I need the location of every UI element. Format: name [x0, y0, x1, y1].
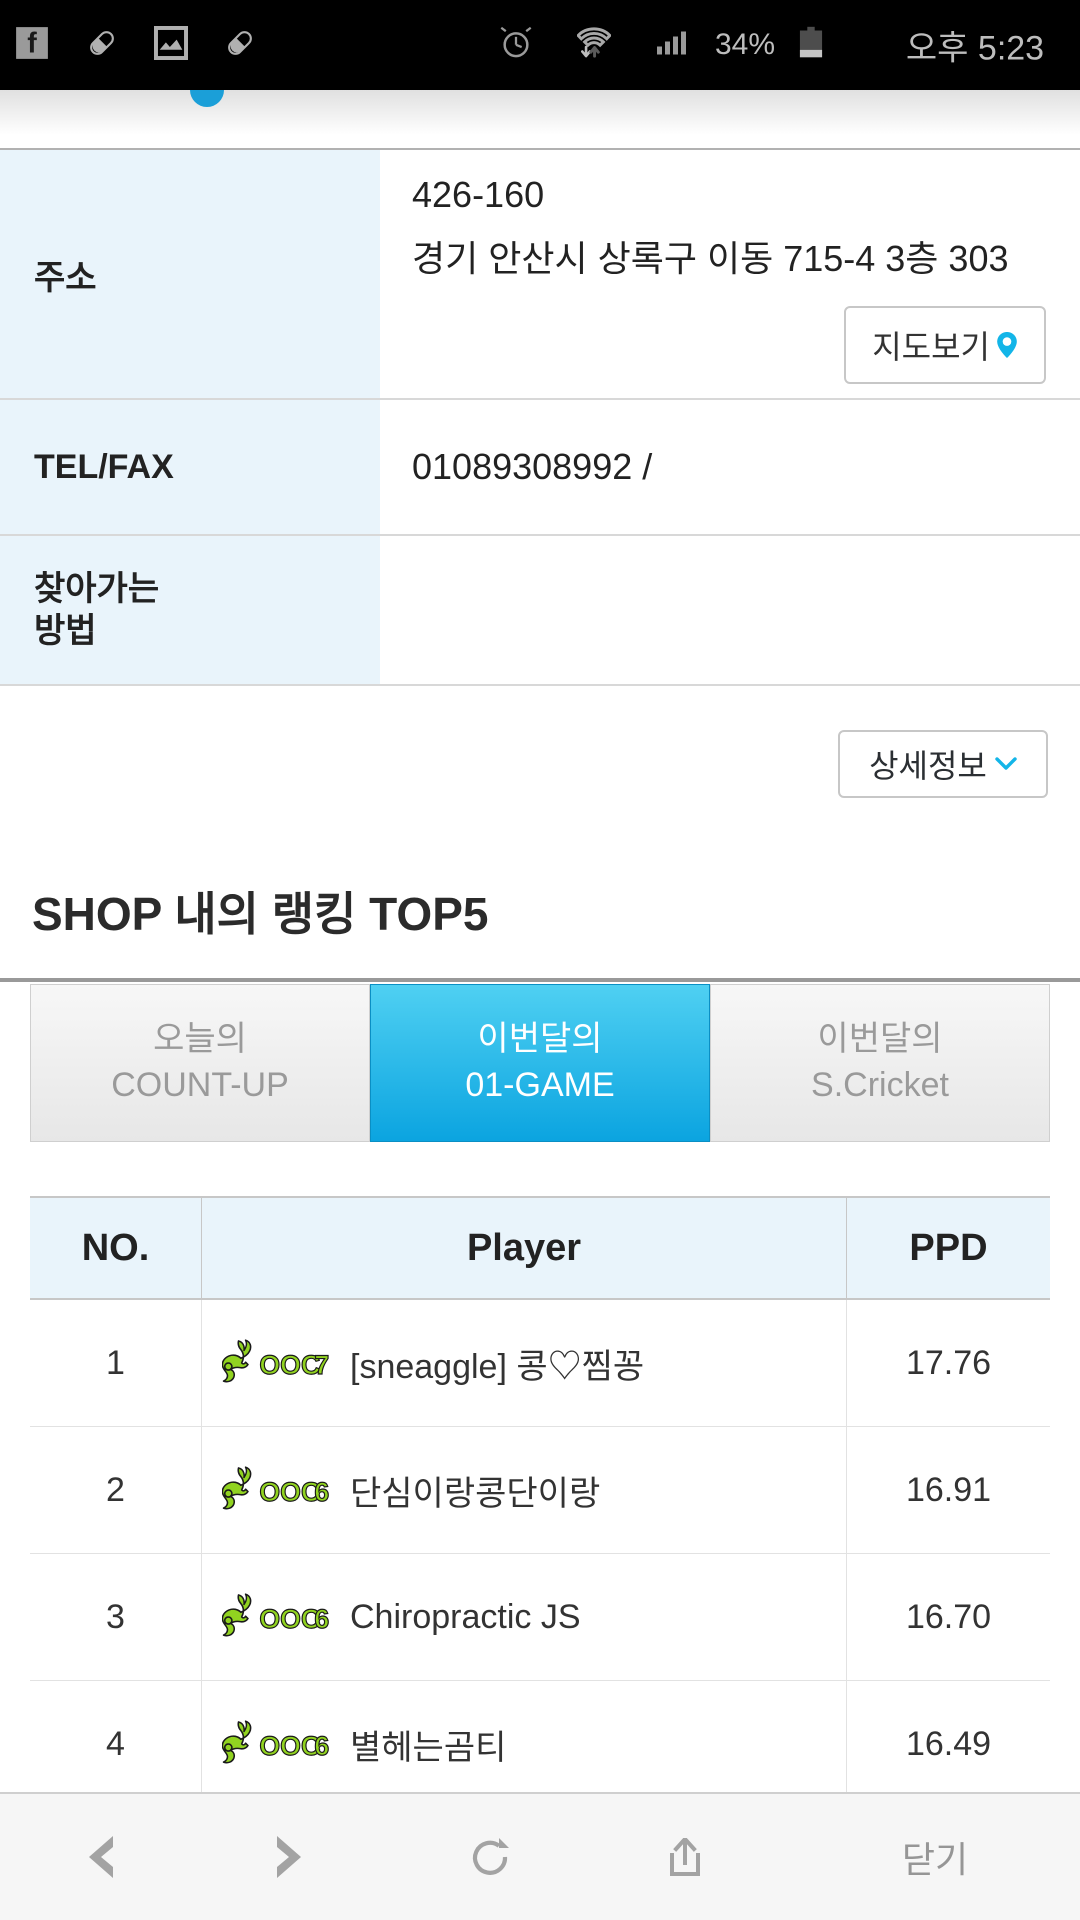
svg-text:6: 6 — [314, 1731, 329, 1761]
svg-text:6: 6 — [314, 1604, 329, 1634]
svg-text:7: 7 — [314, 1350, 329, 1380]
svg-text:OOC: OOC — [259, 1477, 320, 1507]
svg-text:6: 6 — [314, 1477, 329, 1507]
svg-text:OOC: OOC — [259, 1604, 320, 1634]
svg-text:f: f — [27, 27, 37, 59]
svg-text:OOC: OOC — [259, 1731, 320, 1761]
svg-text:OOC: OOC — [259, 1350, 320, 1380]
